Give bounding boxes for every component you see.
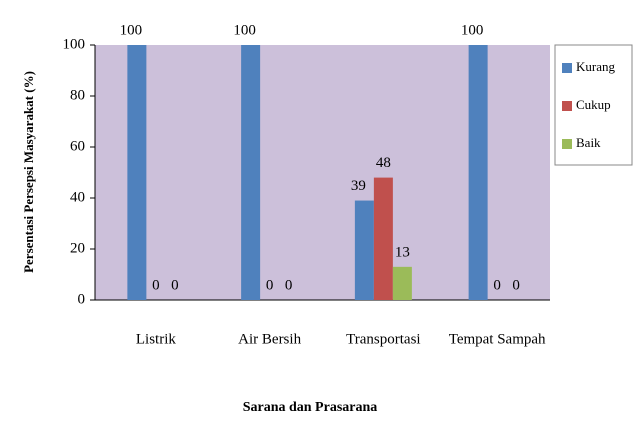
bar bbox=[127, 45, 147, 300]
y-tick-label: 60 bbox=[70, 138, 85, 154]
legend-label: Cukup bbox=[576, 97, 611, 112]
data-label: 0 bbox=[171, 277, 179, 293]
x-tick-label: Transportasi bbox=[346, 331, 420, 347]
y-tick-label: 100 bbox=[63, 36, 86, 52]
legend-label: Baik bbox=[576, 135, 601, 150]
legend-swatch bbox=[562, 63, 572, 73]
legend-swatch bbox=[562, 139, 572, 149]
bar bbox=[468, 45, 488, 300]
bar bbox=[392, 266, 412, 300]
data-label: 0 bbox=[285, 277, 293, 293]
data-label: 0 bbox=[493, 277, 501, 293]
y-tick-label: 80 bbox=[70, 87, 85, 103]
y-tick-label: 20 bbox=[70, 240, 85, 256]
legend-swatch bbox=[562, 101, 572, 111]
data-label: 0 bbox=[266, 277, 274, 293]
data-label: 48 bbox=[376, 155, 391, 171]
data-label: 0 bbox=[152, 277, 160, 293]
bar bbox=[241, 45, 261, 300]
bar bbox=[373, 177, 393, 300]
data-label: 100 bbox=[233, 22, 256, 38]
data-label: 13 bbox=[395, 244, 410, 260]
data-label: 39 bbox=[351, 178, 366, 194]
data-label: 0 bbox=[512, 277, 520, 293]
x-tick-label: Tempat Sampah bbox=[449, 331, 546, 347]
y-tick-label: 0 bbox=[78, 291, 86, 307]
legend-label: Kurang bbox=[576, 59, 615, 74]
y-axis-label: Persentasi Persepsi Masyarakat (%) bbox=[21, 71, 36, 273]
data-label: 100 bbox=[120, 22, 143, 38]
x-axis-label: Sarana dan Prasarana bbox=[243, 400, 378, 415]
data-label: 100 bbox=[461, 22, 484, 38]
bar bbox=[354, 200, 374, 300]
x-tick-label: Listrik bbox=[136, 331, 176, 347]
y-tick-label: 40 bbox=[70, 189, 85, 205]
x-tick-label: Air Bersih bbox=[238, 331, 301, 347]
